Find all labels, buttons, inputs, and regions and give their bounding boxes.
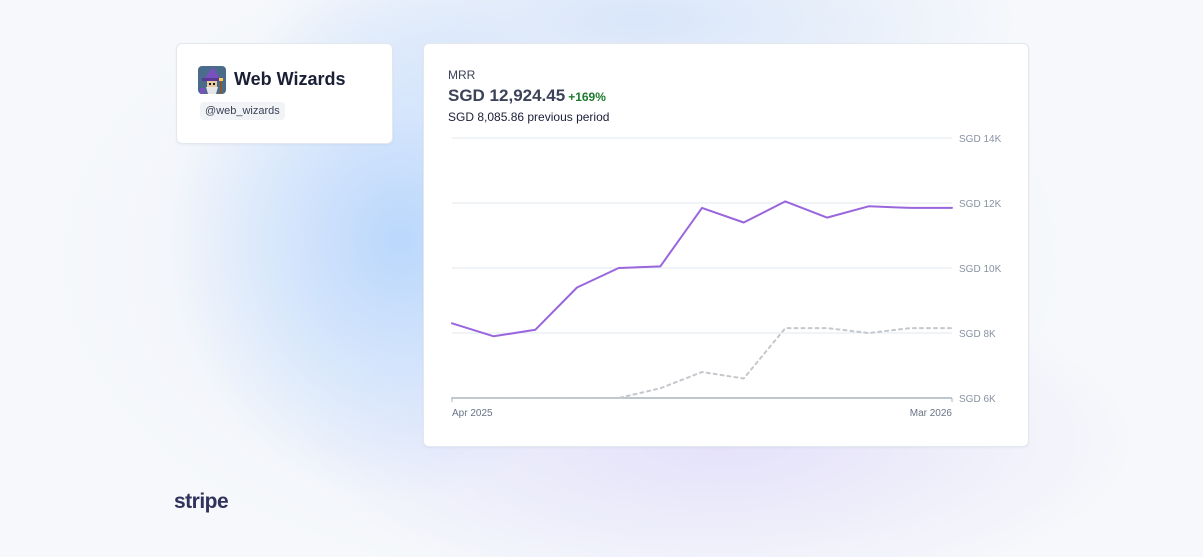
y-tick-label: SGD 8K [959,329,996,340]
profile-handle: @web_wizards [200,102,285,120]
metric-change-badge: +169% [568,90,606,104]
x-tick-label-end: Mar 2026 [910,408,953,419]
metric-label: MRR [448,68,476,82]
profile-card: Web Wizards @web_wizards [176,43,393,144]
y-tick-label: SGD 12K [959,199,1002,210]
previous-period-line [451,327,953,399]
y-tick-label: SGD 6K [959,394,996,405]
y-tick-label: SGD 10K [959,264,1002,275]
metric-value-row: SGD 12,924.45 +169% [448,86,606,106]
metric-previous-period: SGD 8,085.86 previous period [448,110,610,124]
y-tick-label: SGD 14K [959,134,1002,145]
mrr-chart-card: MRR SGD 12,924.45 +169% SGD 8,085.86 prev… [423,43,1029,447]
metric-value: SGD 12,924.45 [448,86,566,105]
current-period-line [451,200,953,338]
stripe-logo: stripe [174,490,229,513]
profile-name: Web Wizards [234,69,346,89]
wizard-avatar-icon [198,66,226,94]
mrr-line-chart: SGD 14K SGD 12K SGD 10K SGD 8K SGD 6K Apr 202… [451,134,1002,419]
x-tick-label-start: Apr 2025 [452,408,493,419]
